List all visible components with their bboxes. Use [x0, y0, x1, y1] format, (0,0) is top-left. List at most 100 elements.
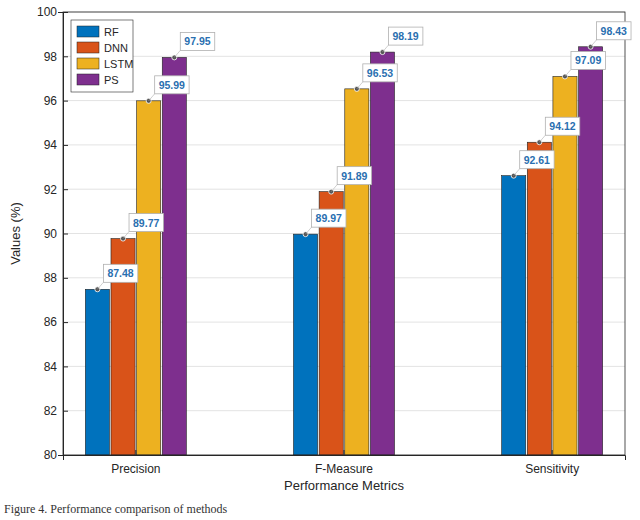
data-label-box	[312, 209, 346, 227]
data-label-leader	[382, 45, 388, 52]
data-label-leader	[357, 82, 363, 89]
y-tick-label: 98	[44, 50, 58, 64]
y-tick-mark	[63, 101, 68, 102]
data-label-box	[388, 27, 422, 45]
data-label: 91.89	[331, 167, 371, 192]
data-label-box	[363, 64, 397, 82]
data-label: 97.09	[565, 51, 605, 76]
x-tick-mark	[135, 450, 136, 455]
y-axis-line	[58, 13, 64, 456]
bar	[370, 52, 394, 455]
chart: 80 82 84 86 88 90 92 94 96 98 100 Precision F-Measur…	[0, 0, 640, 520]
y-tick-label: 86	[44, 315, 58, 329]
y-tick-label: 80	[44, 448, 58, 462]
y-axis: 80 82 84 86 88 90 92 94 96 98 100	[37, 5, 68, 462]
plot-frame	[63, 12, 625, 455]
y-tick-label: 94	[44, 138, 58, 152]
y-tick-mark	[63, 145, 68, 146]
data-label-text: 97.09	[575, 54, 601, 66]
y-axis-title: Values (%)	[8, 202, 23, 265]
data-label-box	[337, 167, 371, 185]
data-label-text: 98.19	[392, 30, 418, 42]
data-label-leader	[514, 169, 520, 176]
data-label: 97.95	[174, 32, 214, 57]
y-tick: 94	[44, 138, 68, 152]
legend-label: LSTM	[104, 58, 133, 70]
x-tick: F-Measure	[315, 450, 373, 476]
data-label-text: 91.89	[341, 170, 367, 182]
data-label-text: 87.48	[107, 267, 133, 279]
x-tick-mark	[344, 450, 345, 455]
data-label: 89.77	[123, 214, 163, 239]
legend-label: RF	[104, 26, 119, 38]
y-tick: 88	[44, 271, 68, 285]
y-tick: 86	[44, 315, 68, 329]
bar	[527, 142, 551, 455]
data-label: 98.19	[382, 27, 422, 52]
x-tick-label: Precision	[111, 462, 160, 476]
data-label-leader	[149, 94, 155, 101]
y-tick: 92	[44, 183, 68, 197]
bar	[85, 289, 109, 455]
legend-entry: DNN	[77, 42, 128, 54]
data-label-leader	[539, 135, 545, 142]
x-tick-mark	[552, 450, 553, 455]
y-tick-mark	[63, 278, 68, 279]
legend-entry: LSTM	[77, 58, 133, 70]
legend-swatch	[77, 42, 99, 53]
data-label-box	[180, 32, 214, 50]
data-label-leader	[565, 69, 571, 76]
x-axis-title: Performance Metrics	[284, 478, 404, 493]
data-label-text: 95.99	[159, 79, 185, 91]
data-label: 98.43	[591, 22, 631, 47]
y-tick-mark	[63, 234, 68, 235]
x-tick-label: F-Measure	[315, 462, 373, 476]
y-tick: 98	[44, 50, 68, 64]
data-label-box	[520, 151, 554, 169]
y-tick-label: 90	[44, 227, 58, 241]
data-label-box	[545, 117, 579, 135]
data-label-leader	[174, 50, 180, 57]
y-tick-mark	[63, 366, 68, 367]
legend-box	[71, 20, 133, 92]
legend-swatch	[77, 58, 99, 69]
data-label: 89.97	[306, 209, 346, 234]
y-tick-label: 100	[37, 5, 57, 19]
data-label-text: 89.77	[133, 217, 159, 229]
legend-label: PS	[104, 74, 119, 86]
data-label-text: 98.43	[601, 25, 627, 37]
data-label-leader	[97, 282, 103, 289]
x-tick-label: Sensitivity	[525, 462, 579, 476]
x-tick: Precision	[111, 450, 160, 476]
grid	[63, 12, 625, 455]
y-tick-mark	[63, 189, 68, 190]
data-label: 96.53	[357, 64, 397, 89]
y-tick: 90	[44, 227, 68, 241]
data-label: 92.61	[514, 151, 554, 176]
legend-swatch	[77, 74, 99, 85]
data-label-leader	[331, 185, 337, 192]
data-label-leader	[591, 40, 597, 47]
legend-entry: PS	[77, 74, 119, 86]
legend-label: DNN	[104, 42, 128, 54]
data-labels: 87.48 89.97 92.61 89.77 91.89 94.12 95.99 96.53…	[95, 22, 631, 292]
x-axis: Precision F-Measure Sensitivity	[64, 450, 626, 476]
data-label-text: 89.97	[316, 212, 342, 224]
y-tick-label: 92	[44, 183, 58, 197]
data-label: 95.99	[149, 76, 189, 101]
y-tick-mark	[63, 411, 68, 412]
y-tick: 82	[44, 404, 68, 418]
bar	[579, 47, 603, 455]
data-label-leader	[123, 232, 129, 239]
y-tick: 84	[44, 360, 68, 374]
data-label: 94.12	[539, 117, 579, 142]
bar	[137, 101, 161, 455]
data-label-text: 97.95	[184, 35, 210, 47]
data-label-text: 96.53	[367, 67, 393, 79]
y-tick: 96	[44, 94, 68, 108]
data-label: 87.48	[97, 264, 137, 289]
bar	[502, 176, 526, 455]
legend: RF DNN LSTM PS	[71, 20, 133, 92]
y-tick-mark	[63, 56, 68, 57]
legend-swatch	[77, 26, 99, 37]
